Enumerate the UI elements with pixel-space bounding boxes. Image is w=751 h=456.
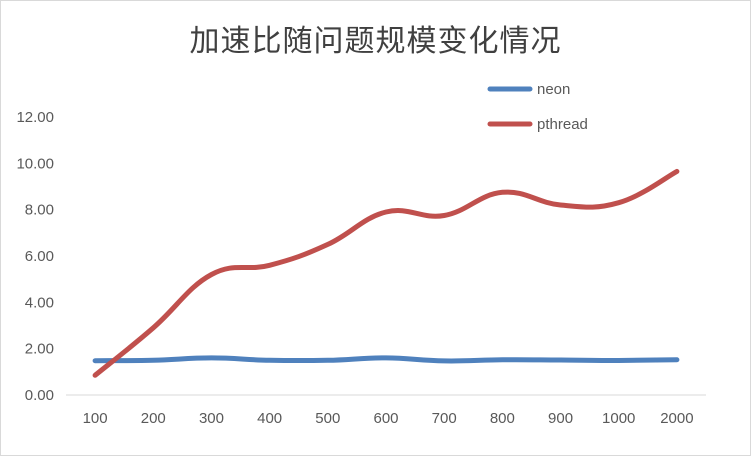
x-tick-label: 900 — [548, 410, 573, 427]
y-tick-label: 12.00 — [16, 109, 54, 126]
x-axis: 100 200 300 400 500 600 700 800 900 1000 2000 — [66, 394, 706, 427]
y-tick-label: 8.00 — [25, 202, 54, 219]
x-tick-label: 200 — [141, 410, 166, 427]
series-neon — [92, 355, 680, 364]
y-tick-label: 0.00 — [25, 387, 54, 404]
series-pthread — [92, 168, 680, 378]
x-tick-label: 600 — [373, 410, 398, 427]
y-tick-label: 4.00 — [25, 294, 54, 311]
series-layer — [92, 168, 680, 378]
chart-title: 加速比随问题规模变化情况 — [189, 24, 562, 59]
x-tick-label: 700 — [432, 410, 457, 427]
y-tick-label: 10.00 — [16, 155, 54, 172]
legend-label-pthread: pthread — [537, 116, 588, 133]
y-tick-label: 6.00 — [25, 248, 54, 265]
series-line-pthread — [92, 168, 680, 378]
x-tick-label: 300 — [199, 410, 224, 427]
x-tick-label: 100 — [83, 410, 108, 427]
x-tick-label: 800 — [490, 410, 515, 427]
legend-label-neon: neon — [537, 81, 570, 98]
x-tick-label: 1000 — [602, 410, 635, 427]
series-line-neon — [92, 355, 680, 364]
x-tick-label: 500 — [315, 410, 340, 427]
y-axis: 0.00 2.00 4.00 6.00 8.00 10.00 12.00 — [16, 109, 54, 404]
x-tick-label: 400 — [257, 410, 282, 427]
y-tick-label: 2.00 — [25, 341, 54, 358]
x-tick-label: 2000 — [660, 410, 693, 427]
legend: neon pthread — [487, 81, 588, 133]
